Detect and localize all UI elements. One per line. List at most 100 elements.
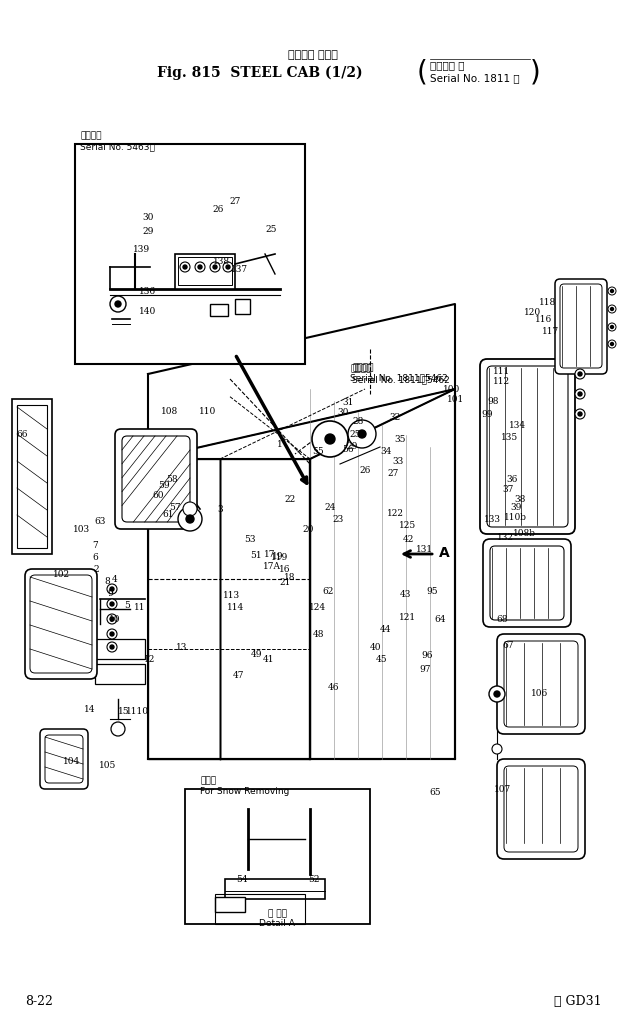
Circle shape	[608, 287, 616, 296]
Text: 適用号機: 適用号機	[350, 364, 372, 373]
Bar	[148, 460, 310, 759]
Text: 57: 57	[169, 503, 181, 512]
Circle shape	[348, 421, 376, 448]
Text: Detail A: Detail A	[259, 918, 295, 927]
Text: 29: 29	[346, 442, 357, 451]
Text: 100: 100	[443, 385, 461, 394]
Text: Serial No. 1811 〜: Serial No. 1811 〜	[430, 73, 520, 83]
FancyBboxPatch shape	[555, 280, 607, 375]
Text: 44: 44	[379, 625, 391, 634]
Circle shape	[358, 431, 366, 438]
FancyBboxPatch shape	[40, 730, 88, 790]
Text: 65: 65	[429, 788, 441, 797]
Text: 52: 52	[308, 874, 320, 883]
Text: 121: 121	[399, 612, 416, 622]
Text: 134: 134	[509, 421, 527, 430]
Circle shape	[107, 585, 117, 594]
Text: 1: 1	[277, 440, 283, 449]
Text: 4: 4	[112, 575, 118, 584]
Circle shape	[489, 687, 505, 702]
Circle shape	[107, 599, 117, 609]
Text: 116: 116	[535, 315, 552, 324]
Circle shape	[312, 422, 348, 458]
Text: 3: 3	[217, 505, 223, 514]
Text: 95: 95	[426, 587, 438, 596]
Bar	[75, 145, 305, 365]
Text: ① GD31: ① GD31	[554, 995, 602, 1008]
Text: 111: 111	[493, 367, 510, 376]
Text: 131: 131	[416, 545, 433, 554]
Text: Fig. 815  STEEL CAB (1/2): Fig. 815 STEEL CAB (1/2)	[157, 66, 363, 81]
Text: 137: 137	[231, 265, 248, 274]
Text: 110b: 110b	[503, 513, 527, 522]
Circle shape	[183, 266, 187, 270]
Text: 64: 64	[435, 614, 446, 624]
Text: 105: 105	[99, 761, 117, 769]
Text: 12: 12	[144, 655, 155, 663]
Text: 59: 59	[158, 481, 170, 490]
Circle shape	[186, 516, 194, 524]
Bar	[12, 399, 52, 554]
Circle shape	[110, 618, 114, 622]
Text: 8: 8	[104, 577, 110, 586]
Circle shape	[611, 290, 613, 293]
Text: 120: 120	[524, 308, 542, 317]
Text: 56: 56	[342, 445, 354, 454]
Text: 14: 14	[84, 705, 96, 713]
Text: 114: 114	[228, 603, 245, 611]
Text: 29: 29	[142, 227, 154, 236]
Circle shape	[578, 373, 582, 377]
Text: (: (	[416, 59, 428, 87]
Circle shape	[608, 324, 616, 331]
Text: 13: 13	[176, 643, 187, 652]
Text: 96: 96	[421, 651, 433, 660]
Text: 40: 40	[369, 643, 381, 652]
Text: 32: 32	[389, 413, 401, 422]
Text: 23: 23	[332, 515, 344, 524]
Polygon shape	[310, 389, 455, 759]
Text: A: A	[439, 545, 450, 559]
Text: 45: 45	[376, 655, 388, 663]
Text: 63: 63	[94, 517, 106, 526]
Text: 10: 10	[109, 614, 121, 624]
Text: 33: 33	[393, 458, 404, 466]
Text: 108: 108	[161, 408, 179, 416]
Text: 21: 21	[279, 578, 291, 587]
Circle shape	[178, 507, 202, 532]
Text: 15: 15	[118, 707, 130, 715]
Text: 34: 34	[381, 447, 392, 457]
Bar	[185, 790, 370, 924]
Circle shape	[575, 410, 585, 420]
Text: 47: 47	[232, 671, 244, 680]
Circle shape	[180, 263, 190, 273]
Text: 97: 97	[419, 664, 431, 674]
Text: 58: 58	[166, 475, 178, 484]
Circle shape	[492, 744, 502, 754]
Text: 26: 26	[359, 466, 371, 475]
Text: 30: 30	[142, 213, 154, 222]
Circle shape	[578, 392, 582, 396]
Bar	[220, 460, 310, 759]
Text: 67: 67	[502, 641, 514, 650]
Text: 2: 2	[93, 565, 99, 574]
Text: 20: 20	[302, 525, 314, 534]
Text: 28: 28	[352, 417, 364, 426]
Text: 138: 138	[213, 257, 231, 266]
Text: 37: 37	[502, 485, 514, 494]
Text: Serial No. 5463〜: Serial No. 5463〜	[80, 142, 155, 151]
Text: 118: 118	[539, 299, 557, 307]
Text: 適用号機: 適用号機	[352, 363, 374, 372]
Text: 133: 133	[483, 515, 500, 524]
FancyBboxPatch shape	[480, 360, 575, 535]
Bar	[210, 305, 228, 317]
Text: 22: 22	[285, 495, 295, 504]
Text: ): )	[530, 59, 540, 87]
Text: 17: 17	[264, 550, 276, 559]
Bar	[95, 639, 145, 659]
Bar	[178, 258, 232, 285]
Text: 103: 103	[73, 525, 90, 534]
Bar	[225, 879, 325, 899]
Text: 55: 55	[312, 447, 324, 457]
Circle shape	[608, 306, 616, 314]
Text: 140: 140	[139, 307, 157, 316]
